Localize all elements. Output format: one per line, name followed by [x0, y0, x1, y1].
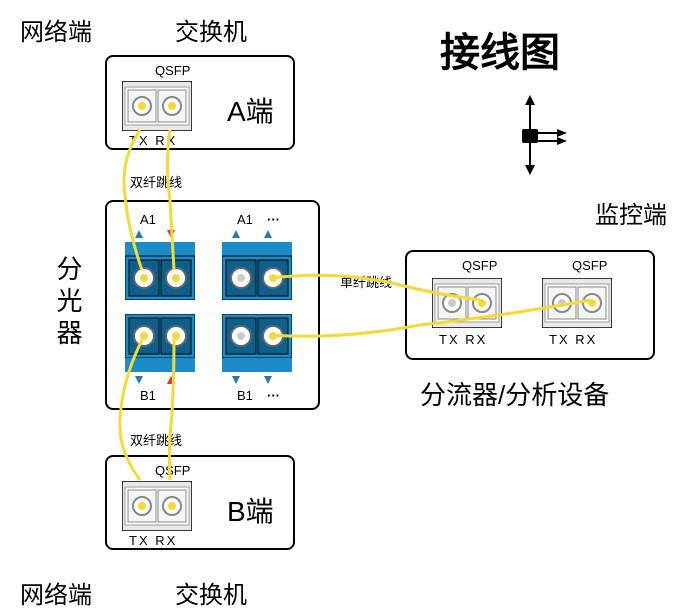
qsfp-port-r1 [432, 278, 502, 328]
a1-label-left: A1 [140, 212, 156, 227]
analyzer-label: 分流器/分析设备 [420, 375, 609, 412]
switch-b-box: QSFP TX RX B端 [105, 455, 295, 550]
diagram-title: 接线图 [440, 20, 560, 78]
qsfp-label-b: QSFP [155, 463, 190, 478]
splitter-port-tl [125, 242, 195, 300]
compass-icon [490, 95, 570, 175]
a1-label-right: A1 [237, 212, 253, 227]
switch-a-box: QSFP TX RX A端 [105, 55, 295, 150]
a1-dots: ··· [267, 212, 280, 227]
txrx-label-r2: TX RX [549, 332, 597, 347]
triangles-top [127, 228, 327, 240]
switch-top-label: 交换机 [175, 12, 247, 47]
qsfp-label-r1: QSFP [462, 258, 497, 273]
b1-dots: ··· [267, 388, 280, 403]
qsfp-label-r2: QSFP [572, 258, 607, 273]
qsfp-label-a: QSFP [155, 63, 190, 78]
b-end-label: B端 [227, 490, 274, 530]
analyzer-box: QSFP QSFP TX RX TX RX [405, 250, 655, 360]
splitter-port-bl [125, 314, 195, 372]
a-end-label: A端 [227, 90, 274, 130]
splitter-port-tr [222, 242, 292, 300]
qsfp-port-b [122, 481, 192, 531]
simplex-jumper-label: 单纤跳线 [340, 272, 392, 291]
duplex-jumper-top-label: 双纤跳线 [130, 172, 182, 191]
network-end-bottom-label: 网络端 [20, 575, 92, 610]
txrx-label-b: TX RX [129, 533, 177, 548]
txrx-label-r1: TX RX [439, 332, 487, 347]
qsfp-port-r2 [542, 278, 612, 328]
splitter-port-br [222, 314, 292, 372]
b1-label-right: B1 [237, 388, 253, 403]
switch-bottom-label: 交换机 [175, 575, 247, 610]
monitor-end-label: 监控端 [595, 195, 667, 230]
network-end-top-label: 网络端 [20, 12, 92, 47]
duplex-jumper-bottom-label: 双纤跳线 [130, 430, 182, 449]
b1-label-left: B1 [140, 388, 156, 403]
splitter-label: 分光器 [50, 255, 87, 351]
triangles-bottom [127, 374, 327, 386]
qsfp-port-a [122, 81, 192, 131]
splitter-box: A1 A1 ··· [105, 200, 320, 410]
txrx-label-a: TX RX [129, 133, 177, 148]
